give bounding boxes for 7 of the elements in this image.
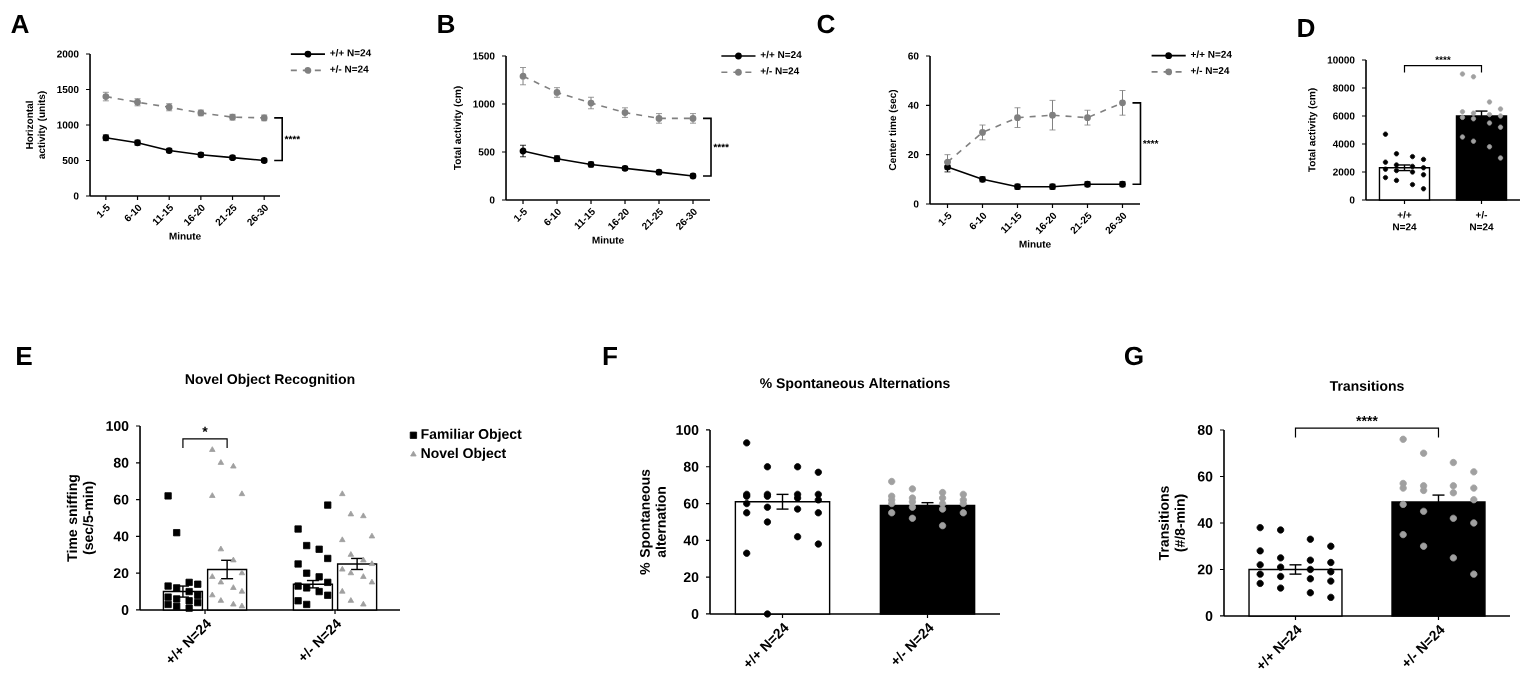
text: G bbox=[1124, 346, 1143, 366]
text: E bbox=[17, 347, 32, 365]
text: C bbox=[817, 14, 835, 34]
text: A bbox=[11, 15, 29, 33]
text: B bbox=[438, 15, 455, 33]
text: D bbox=[1298, 19, 1315, 37]
text: F bbox=[603, 347, 617, 365]
